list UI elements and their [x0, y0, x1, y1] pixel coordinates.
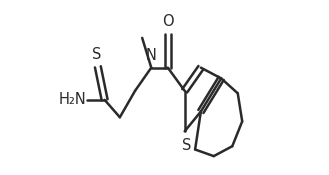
- Text: S: S: [91, 47, 101, 62]
- Text: H₂N: H₂N: [58, 92, 86, 107]
- Text: O: O: [162, 14, 174, 29]
- Text: N: N: [146, 48, 157, 63]
- Text: S: S: [182, 138, 191, 153]
